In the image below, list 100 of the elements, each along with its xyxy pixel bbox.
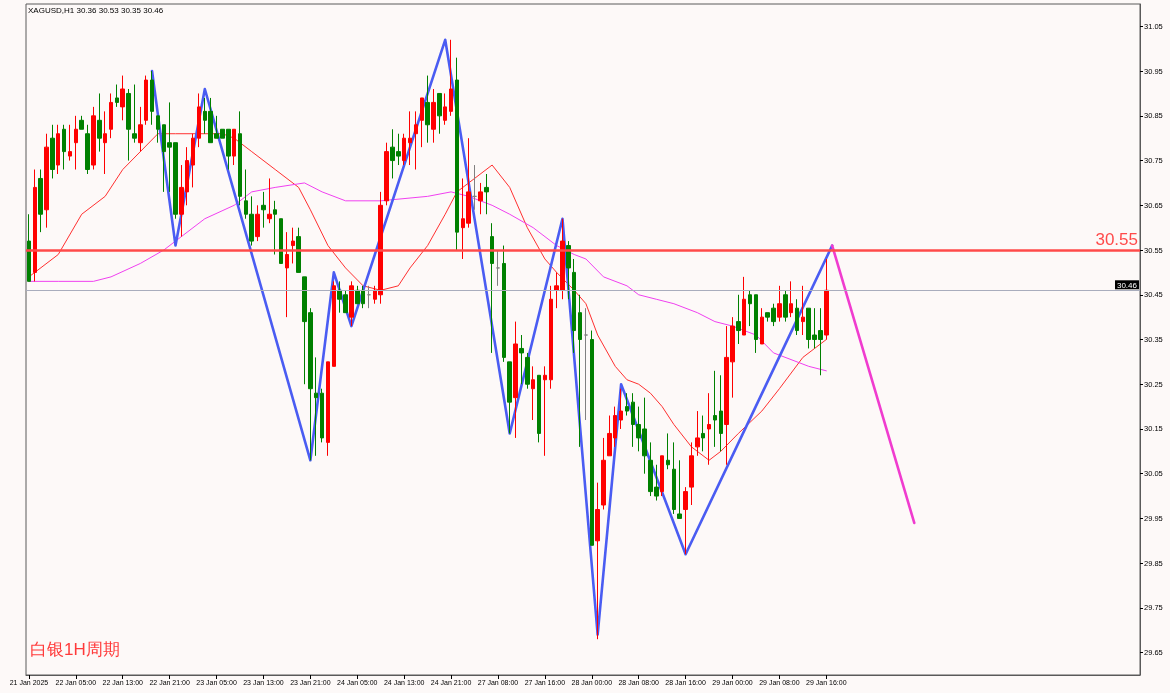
candlestick [572,258,576,354]
candlestick [150,70,154,126]
candlestick [472,164,477,211]
candlestick [56,124,60,175]
candlestick [120,75,125,121]
candlestick [296,227,301,273]
candlestick [91,106,96,171]
candlestick [103,110,107,175]
candlestick [584,307,588,421]
candlestick [326,361,330,457]
candlestick [795,298,799,336]
candlestick [502,245,506,363]
candlestick [437,92,442,135]
annotation: 白银1H周期 [30,640,120,659]
candlestick [595,482,600,640]
candlestick [742,276,746,336]
candlestick [619,388,623,430]
candlestick [484,173,489,215]
candlestick [261,191,266,229]
candlestick [414,110,418,171]
candlestick [238,110,242,206]
candlestick [760,307,764,345]
candlestick [801,285,805,336]
line-series [28,133,827,461]
candlestick [490,222,494,354]
candlestick [754,294,758,354]
candlestick [455,57,459,251]
candlestick [431,88,436,144]
ref-line-label: 30.55 [1095,230,1138,250]
candlestick [601,437,606,510]
candlestick [719,374,723,452]
candlestick [97,92,102,153]
candlestick [408,110,412,166]
candlestick [267,177,272,224]
candlestick [349,280,354,327]
candlestick [255,204,260,242]
candlestick [132,84,137,144]
candlestick [683,486,688,555]
candlestick [279,218,283,264]
candlestick [74,115,78,171]
candlestick [507,361,512,434]
candlestick [736,294,741,345]
candlestick [566,240,571,300]
candlestick [420,97,424,148]
candlestick [191,133,195,188]
candlestick [384,142,389,206]
candlestick [531,365,535,421]
candlestick [332,280,336,367]
ref-line-label: 30.46 [1116,280,1138,290]
candlestick [519,334,524,385]
candlestick [666,432,670,470]
candlestick [672,441,676,515]
candlestick [367,285,371,309]
candlestick [777,285,782,323]
candlestick [660,455,664,497]
candlestick [824,258,829,340]
line-series [28,182,827,372]
candlestick [68,124,72,162]
candlestick [590,330,594,546]
candlestick [79,115,84,130]
candlestick [695,410,700,457]
candlestick [513,321,518,439]
candlestick [578,294,582,448]
candlestick [549,285,553,390]
candlestick [109,92,113,139]
candlestick [425,75,430,144]
candlestick [273,200,277,256]
candlestick [138,106,143,153]
candlestick [50,124,55,179]
candlestick [449,39,453,117]
candlestick [27,213,31,282]
candlestick [783,289,788,323]
chart-title: XAGUSD,H1 30.36 30.53 30.35 30.46 [28,5,164,15]
candlestick [525,352,530,390]
candlestick [320,388,324,443]
candlestick [144,75,148,126]
candlestick [126,88,131,162]
candlestick [314,356,318,457]
candlestick [44,133,49,229]
candlestick [713,370,717,448]
candlestick [789,280,793,318]
candlestick [285,231,289,318]
candlestick [748,289,752,327]
candlestick [625,392,629,417]
candlestick [197,92,201,148]
candlestick [689,441,694,506]
candlestick [478,182,483,215]
candlestick [701,415,705,452]
candlestick [496,249,500,287]
candlestick [156,115,160,144]
candlestick [115,84,119,108]
candlestick [707,392,711,466]
candlestick [402,133,406,166]
candlestick [38,169,43,233]
candlestick [677,459,682,519]
candlestick [62,124,66,171]
candlestick [443,92,447,126]
candlestick [543,365,547,457]
candlestick [291,227,295,264]
candlestick [537,374,541,443]
